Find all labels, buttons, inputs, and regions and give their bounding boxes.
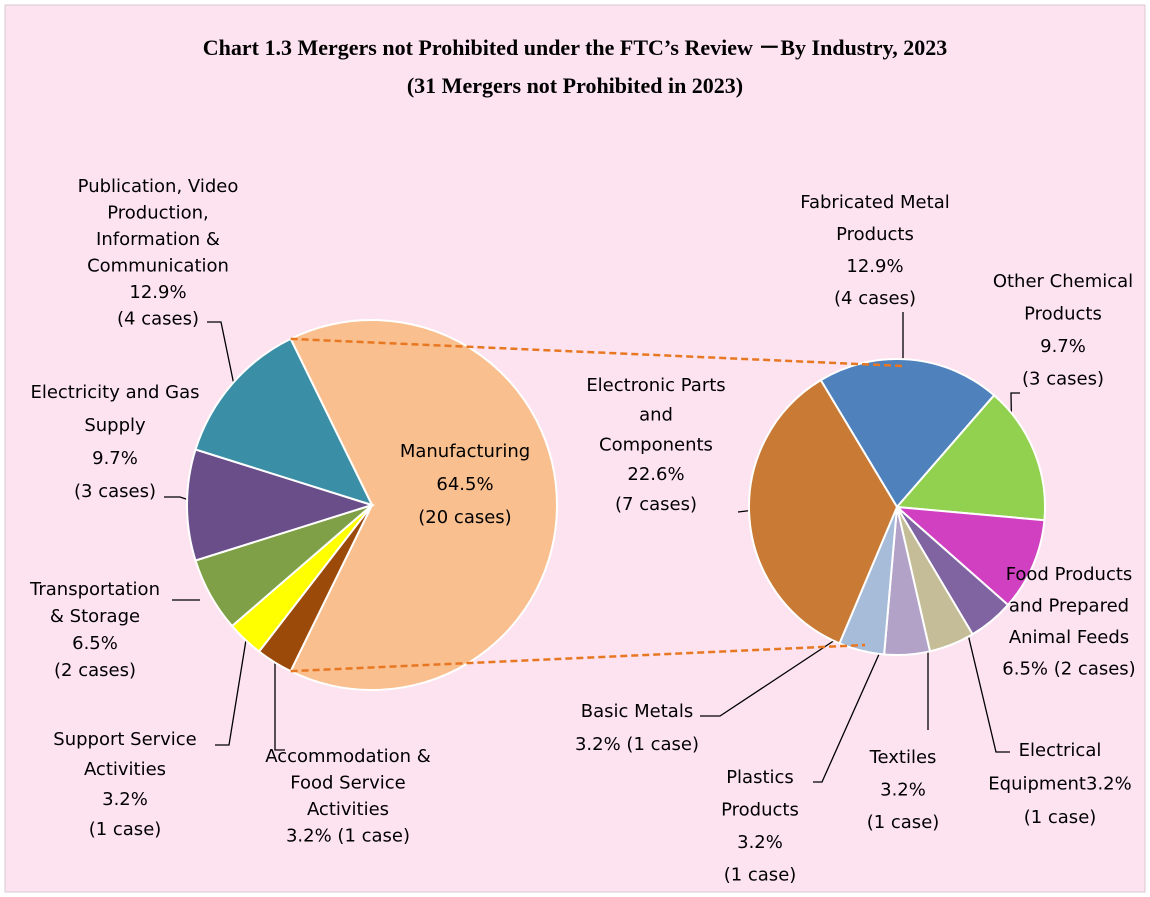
- pie-slice: [819, 358, 996, 509]
- data-label: Products: [721, 800, 799, 821]
- data-label: Products: [1024, 304, 1102, 325]
- data-label: 6.5% (2 cases): [1002, 659, 1135, 680]
- chart-title: Chart 1.3 Mergers not Prohibited under t…: [203, 35, 948, 60]
- data-label: 64.5%: [436, 474, 493, 495]
- data-label: Textiles: [869, 747, 937, 768]
- pie-slice: [194, 337, 374, 507]
- chart-subtitle: (31 Mergers not Prohibited in 2023): [407, 73, 743, 98]
- data-label: (4 cases): [117, 309, 199, 330]
- data-label: Fabricated Metal: [800, 192, 949, 213]
- data-label: 22.6%: [627, 464, 684, 485]
- data-label: Electricity and Gas: [30, 382, 199, 403]
- data-label: (4 cases): [834, 288, 916, 309]
- data-label: Electronic Parts: [586, 375, 725, 396]
- data-label: (3 cases): [74, 481, 156, 502]
- data-label: 9.7%: [1040, 336, 1086, 357]
- data-label: (1 case): [89, 819, 162, 840]
- data-label: 3.2%: [880, 780, 926, 801]
- data-label: Plastics: [726, 767, 794, 788]
- data-label: (1 case): [867, 812, 940, 833]
- data-label: Manufacturing: [400, 441, 530, 462]
- data-label: (1 case): [724, 865, 797, 886]
- data-label: Activities: [84, 759, 166, 780]
- data-label: 3.2%: [102, 789, 148, 810]
- data-label: Food Service: [290, 773, 405, 794]
- data-label: Animal Feeds: [1009, 627, 1129, 648]
- data-label: Other Chemical: [993, 271, 1133, 292]
- data-label: Publication, Video: [78, 176, 239, 197]
- data-label: (1 case): [1024, 807, 1097, 828]
- data-label: Basic Metals: [581, 701, 693, 722]
- data-label: & Storage: [50, 606, 140, 627]
- data-label: 12.9%: [846, 256, 903, 277]
- data-label: Components: [599, 434, 713, 455]
- data-label: Information &: [96, 229, 220, 250]
- data-label: Supply: [84, 415, 146, 436]
- pie-slice: [894, 393, 1046, 522]
- pie-slice: [748, 378, 899, 645]
- connector-line: [290, 643, 866, 673]
- data-label: 3.2%: [737, 832, 783, 853]
- data-label: Activities: [307, 799, 389, 820]
- data-label: 6.5%: [72, 633, 118, 654]
- data-label: Products: [836, 224, 914, 245]
- pie-slice: [894, 505, 1046, 607]
- data-label: 3.2% (1 case): [286, 826, 410, 847]
- data-label: Food Products: [1006, 564, 1133, 585]
- data-label: Production,: [107, 203, 209, 224]
- data-label: 3.2% (1 case): [575, 734, 699, 755]
- connector-line: [290, 337, 904, 368]
- data-label: (2 cases): [54, 660, 136, 681]
- data-label: 9.7%: [92, 448, 138, 469]
- data-label: Accommodation &: [265, 746, 431, 767]
- data-label: Equipment3.2%: [988, 774, 1131, 795]
- data-label: (7 cases): [615, 494, 697, 515]
- pie-slice: [186, 448, 376, 562]
- data-label: Communication: [87, 256, 229, 277]
- pie-slice: [289, 319, 558, 691]
- data-label: Electrical: [1019, 740, 1102, 761]
- data-label: and: [639, 405, 673, 426]
- data-label: (20 cases): [418, 507, 511, 528]
- data-label: and Prepared: [1009, 596, 1129, 617]
- data-label: Transportation: [29, 579, 160, 600]
- data-label: Support Service: [53, 729, 196, 750]
- data-label: 12.9%: [129, 282, 186, 303]
- data-label: (3 cases): [1022, 369, 1104, 390]
